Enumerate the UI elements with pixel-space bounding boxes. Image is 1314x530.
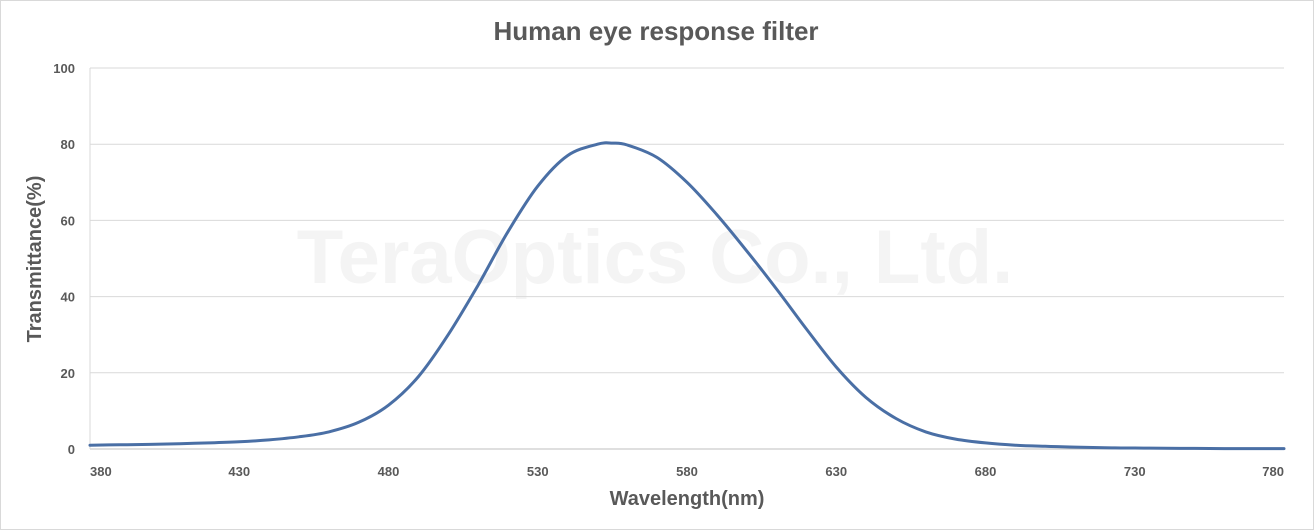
watermark: TeraOptics Co., Ltd. <box>297 215 1013 300</box>
x-tick-label: 430 <box>228 464 250 479</box>
y-tick-label: 0 <box>68 442 75 457</box>
gridlines <box>89 67 1284 450</box>
series-line <box>88 141 1286 451</box>
chart-title: Human eye response filter <box>493 16 818 46</box>
x-tick-label: 730 <box>1124 464 1146 479</box>
y-tick-label: 20 <box>61 366 75 381</box>
y-tick-label: 40 <box>61 290 75 305</box>
x-tick-label: 530 <box>527 464 549 479</box>
y-tick-label: 100 <box>53 61 75 76</box>
x-tick-labels: 380 430 480 530 580 630 680 730 780 <box>90 464 1284 479</box>
x-tick-label: 780 <box>1262 464 1284 479</box>
y-tick-labels: 0 20 40 60 80 100 <box>53 61 75 457</box>
y-axis-title: Transmittance(%) <box>24 176 46 343</box>
y-tick-label: 80 <box>61 137 75 152</box>
x-axis-title: Wavelength(nm) <box>610 488 765 510</box>
x-tick-label: 580 <box>676 464 698 479</box>
y-tick-label: 60 <box>61 213 75 228</box>
x-tick-label: 680 <box>975 464 997 479</box>
x-tick-label: 480 <box>378 464 400 479</box>
x-tick-label: 630 <box>825 464 847 479</box>
x-tick-label: 380 <box>90 464 112 479</box>
